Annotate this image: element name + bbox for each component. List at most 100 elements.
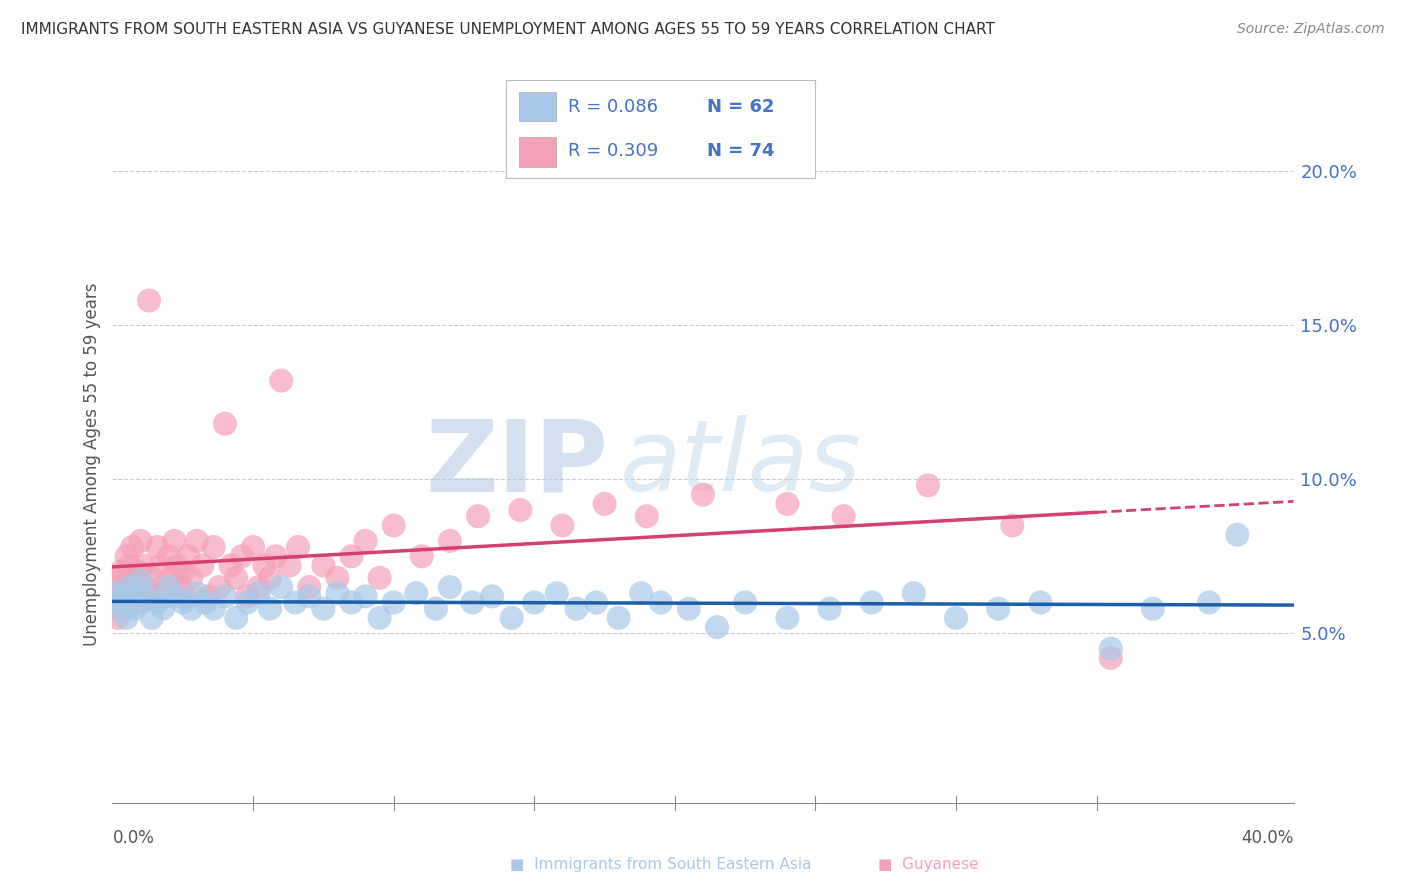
- Point: [146, 595, 169, 609]
- Point: [382, 595, 405, 609]
- Text: atlas: atlas: [620, 416, 862, 512]
- Point: [425, 601, 447, 615]
- Point: [1001, 518, 1024, 533]
- Point: [172, 565, 194, 579]
- Point: [630, 586, 652, 600]
- Point: [523, 595, 546, 609]
- Point: [169, 580, 191, 594]
- Point: [135, 580, 157, 594]
- Point: [225, 611, 247, 625]
- Point: [270, 374, 292, 388]
- Point: [129, 574, 152, 588]
- Text: R = 0.309: R = 0.309: [568, 142, 658, 160]
- Point: [152, 601, 174, 615]
- Point: [163, 533, 186, 548]
- Point: [115, 595, 138, 609]
- Point: [903, 586, 925, 600]
- Point: [368, 611, 391, 625]
- Point: [197, 590, 219, 604]
- Point: [219, 558, 242, 573]
- Point: [214, 590, 236, 604]
- Point: [945, 611, 967, 625]
- Point: [194, 595, 217, 609]
- Point: [107, 595, 129, 609]
- Point: [326, 571, 349, 585]
- Point: [565, 601, 588, 615]
- Point: [115, 549, 138, 564]
- Point: [354, 533, 377, 548]
- Point: [832, 509, 855, 524]
- Text: N = 74: N = 74: [707, 142, 775, 160]
- Point: [1142, 601, 1164, 615]
- Point: [650, 595, 672, 609]
- Point: [692, 488, 714, 502]
- Point: [225, 571, 247, 585]
- Text: ZIP: ZIP: [426, 416, 609, 512]
- Point: [174, 590, 197, 604]
- Point: [461, 595, 484, 609]
- Point: [112, 601, 135, 615]
- Point: [149, 558, 172, 573]
- Bar: [519, 137, 555, 167]
- Point: [155, 590, 177, 604]
- Point: [112, 580, 135, 594]
- Point: [186, 533, 208, 548]
- Point: [987, 601, 1010, 615]
- Point: [1029, 595, 1052, 609]
- Point: [107, 611, 129, 625]
- Point: [706, 620, 728, 634]
- Point: [678, 601, 700, 615]
- Point: [214, 417, 236, 431]
- Point: [127, 583, 149, 598]
- Point: [112, 590, 135, 604]
- Point: [312, 558, 335, 573]
- Point: [546, 586, 568, 600]
- Point: [270, 580, 292, 594]
- Point: [734, 595, 756, 609]
- Point: [115, 611, 138, 625]
- Text: Source: ZipAtlas.com: Source: ZipAtlas.com: [1237, 22, 1385, 37]
- Point: [166, 558, 188, 573]
- Point: [138, 293, 160, 308]
- Point: [236, 590, 259, 604]
- Point: [180, 601, 202, 615]
- Point: [411, 549, 433, 564]
- Point: [127, 565, 149, 579]
- Point: [160, 571, 183, 585]
- Point: [278, 558, 301, 573]
- Point: [124, 601, 146, 615]
- Point: [132, 558, 155, 573]
- Point: [860, 595, 883, 609]
- Point: [177, 549, 200, 564]
- Point: [191, 558, 214, 573]
- Point: [818, 601, 841, 615]
- Point: [509, 503, 531, 517]
- Point: [202, 540, 225, 554]
- Text: ■  Immigrants from South Eastern Asia: ■ Immigrants from South Eastern Asia: [510, 857, 811, 872]
- Point: [298, 580, 321, 594]
- Point: [636, 509, 658, 524]
- Point: [298, 590, 321, 604]
- Point: [124, 580, 146, 594]
- Point: [1099, 651, 1122, 665]
- Text: R = 0.086: R = 0.086: [568, 98, 658, 116]
- Point: [259, 601, 281, 615]
- Point: [242, 540, 264, 554]
- Point: [259, 571, 281, 585]
- Point: [287, 540, 309, 554]
- Point: [110, 601, 132, 615]
- Point: [152, 580, 174, 594]
- Point: [236, 595, 259, 609]
- Point: [593, 497, 616, 511]
- Point: [354, 590, 377, 604]
- Point: [340, 549, 363, 564]
- Point: [551, 518, 574, 533]
- Text: ■  Guyanese: ■ Guyanese: [877, 857, 979, 872]
- Point: [776, 497, 799, 511]
- Point: [776, 611, 799, 625]
- Point: [1226, 527, 1249, 541]
- Point: [146, 540, 169, 554]
- Point: [163, 590, 186, 604]
- Point: [143, 590, 166, 604]
- Point: [129, 595, 152, 609]
